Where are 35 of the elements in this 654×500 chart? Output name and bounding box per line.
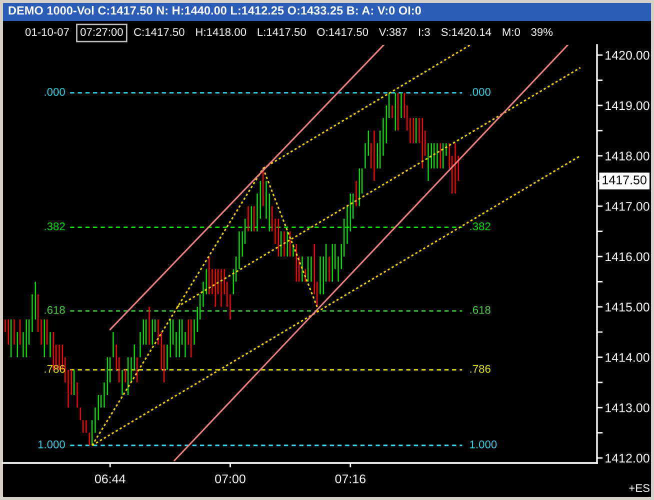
annotation: .618 [470,306,490,314]
text: 07:27:00 [80,28,123,36]
text: 01-10-07 [25,28,69,36]
text: L:1417.50 [258,28,306,36]
text: V:387 [378,28,407,36]
annotation: 1.000 [470,440,497,448]
y-tick-label: 1420.00 [606,50,650,60]
text: +ES [629,484,650,492]
text: 1417.50 [602,176,646,184]
annotation: .618 [44,306,65,314]
y-tick-label: 1413.00 [606,403,650,412]
text: M:0 [502,28,520,36]
y-tick-label: 1418.00 [606,152,650,160]
text: C:1417.50 [134,28,184,36]
y-tick-label: 1419.00 [606,101,650,110]
annotation: 1.000 [38,440,65,448]
text: 39% [531,28,553,36]
chart-title: DEMO 1000-Vol C:1417.50 N: H:1440.00 L:1412.25 O:1433.25 B: A: V:0 OI:0 [8,6,421,15]
annotation: .786 [470,364,490,373]
text: S:1420.14 [441,28,492,36]
x-tick-label: 07:00 [215,474,246,484]
text: O:1417.50 [317,28,368,36]
annotation: .382 [470,222,490,230]
annotation: .000 [470,88,490,96]
x-tick-label: 07:16 [335,474,366,484]
text: I:3 [419,28,430,36]
x-tick-label: 06:44 [94,474,126,484]
y-tick-label: 1416.00 [606,252,650,262]
y-tick-label: 1415.00 [606,302,650,312]
text: H:1418.00 [196,28,246,36]
annotation: .382 [44,222,65,230]
y-tick-label: 1414.00 [606,353,650,362]
y-tick-label: 1412.00 [606,454,650,463]
annotation: .000 [44,88,65,96]
y-tick-label: 1417.00 [606,202,650,211]
